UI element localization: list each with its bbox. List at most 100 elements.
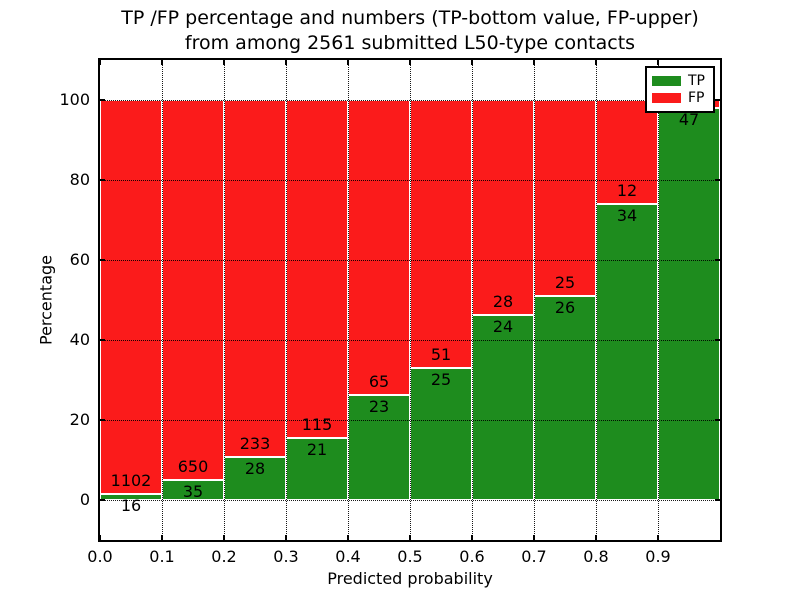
x-tick-label: 0.4 — [335, 547, 361, 566]
x-axis-tick — [161, 535, 163, 540]
x-tick-label: 0.5 — [397, 547, 423, 566]
y-axis-tick-right — [715, 259, 720, 261]
fp-count-label: 65 — [368, 372, 390, 392]
fp-count-label: 233 — [239, 434, 271, 454]
x-axis-tick — [471, 535, 473, 540]
legend-item-fp: FP — [652, 91, 708, 105]
v-gridline — [161, 60, 163, 540]
fp-count-label: 1102 — [110, 471, 152, 491]
fp-bar-segment — [224, 100, 286, 458]
v-gridline — [409, 60, 411, 540]
fp-count-label: 51 — [430, 345, 452, 365]
x-tick-label: 0.9 — [645, 547, 671, 566]
tp-bar-segment — [224, 457, 286, 500]
y-axis-tick-right — [715, 499, 720, 501]
y-tick-label: 20 — [69, 410, 90, 429]
legend-box: TP FP — [645, 66, 715, 113]
y-tick-label: 80 — [69, 170, 90, 189]
x-axis-tick — [657, 535, 659, 540]
tp-bar-segment — [596, 204, 658, 500]
y-axis-tick-right — [715, 179, 720, 181]
tp-count-label: 25 — [430, 370, 452, 390]
y-axis-tick — [100, 339, 105, 341]
chart-title-line2: from among 2561 submitted L50-type conta… — [184, 32, 636, 54]
x-axis-tick-top — [471, 60, 473, 65]
y-tick-label: 100 — [59, 90, 90, 109]
fp-count-label: 115 — [301, 415, 333, 435]
y-axis-tick-right — [715, 339, 720, 341]
fp-legend-swatch-icon — [652, 93, 681, 104]
tp-count-label: 47 — [678, 110, 700, 130]
legend-label-tp: TP — [688, 72, 705, 89]
x-axis-tick-top — [161, 60, 163, 65]
x-axis-tick-top — [533, 60, 535, 65]
v-gridline — [657, 60, 659, 540]
tp-count-label: 21 — [306, 440, 328, 460]
tp-bar-segment — [348, 395, 410, 500]
tp-count-label: 16 — [120, 496, 142, 516]
x-tick-label: 0.6 — [459, 547, 485, 566]
y-axis-tick — [100, 499, 105, 501]
y-axis-tick — [100, 419, 105, 421]
x-axis-tick-top — [657, 60, 659, 65]
x-axis-tick-top — [409, 60, 411, 65]
y-tick-label: 60 — [69, 250, 90, 269]
x-axis-tick — [595, 535, 597, 540]
tp-count-label: 23 — [368, 397, 390, 417]
x-axis-tick-top — [285, 60, 287, 65]
fp-count-label: 650 — [177, 456, 209, 476]
chart-title-line1: TP /FP percentage and numbers (TP-bottom… — [121, 7, 699, 29]
plot-inner: 1102 16 650 35 233 28 115 21 65 23 51 25 28 24 25 26 12 3… — [99, 60, 720, 540]
tp-bar-segment — [410, 368, 472, 500]
tp-bar-segment — [534, 296, 596, 500]
v-gridline — [595, 60, 597, 540]
x-tick-label: 0.1 — [149, 547, 175, 566]
x-axis-tick-top — [223, 60, 225, 65]
tp-count-label: 35 — [182, 481, 204, 501]
chart-title: TP /FP percentage and numbers (TP-bottom… — [100, 6, 720, 56]
y-tick-label: 0 — [79, 490, 90, 509]
fp-bar-segment — [410, 100, 472, 369]
plot-area: 1102 16 650 35 233 28 115 21 65 23 51 25 28 24 25 26 12 3… — [98, 58, 722, 542]
x-axis-tick — [99, 535, 101, 540]
v-gridline — [471, 60, 473, 540]
tp-count-label: 24 — [492, 317, 514, 337]
tp-count-label: 28 — [244, 459, 266, 479]
legend-item-tp: TP — [652, 74, 708, 88]
y-axis-tick — [100, 179, 105, 181]
tp-bar-segment — [472, 315, 534, 500]
fp-bar-segment — [286, 100, 348, 439]
x-axis-tick — [533, 535, 535, 540]
x-tick-label: 0.8 — [583, 547, 609, 566]
tp-bar-segment — [658, 108, 720, 500]
x-axis-tick — [409, 535, 411, 540]
x-axis-tick — [347, 535, 349, 540]
fp-count-label: 12 — [616, 181, 638, 201]
y-axis-tick — [100, 259, 105, 261]
y-axis-tick-right — [715, 99, 720, 101]
tp-legend-swatch-icon — [652, 75, 681, 86]
x-tick-label: 0.0 — [87, 547, 113, 566]
fp-count-label: 25 — [554, 273, 576, 293]
v-gridline — [347, 60, 349, 540]
fp-bar-segment — [162, 100, 224, 480]
y-axis-tick-right — [715, 419, 720, 421]
v-gridline — [533, 60, 535, 540]
tp-count-label: 26 — [554, 298, 576, 318]
fp-count-label: 28 — [492, 292, 514, 312]
y-axis-tick — [100, 99, 105, 101]
fp-bar-segment — [534, 100, 596, 297]
fp-bar-segment — [100, 100, 162, 495]
fp-bar-segment — [596, 100, 658, 205]
x-axis-tick-top — [99, 60, 101, 65]
legend-label-fp: FP — [688, 90, 705, 107]
x-tick-label: 0.7 — [521, 547, 547, 566]
y-tick-label: 40 — [69, 330, 90, 349]
x-axis-tick — [223, 535, 225, 540]
v-gridline — [223, 60, 225, 540]
x-axis-label: Predicted probability — [327, 569, 493, 588]
x-tick-label: 0.3 — [273, 547, 299, 566]
tp-count-label: 34 — [616, 206, 638, 226]
x-tick-label: 0.2 — [211, 547, 237, 566]
fp-bar-segment — [348, 100, 410, 396]
